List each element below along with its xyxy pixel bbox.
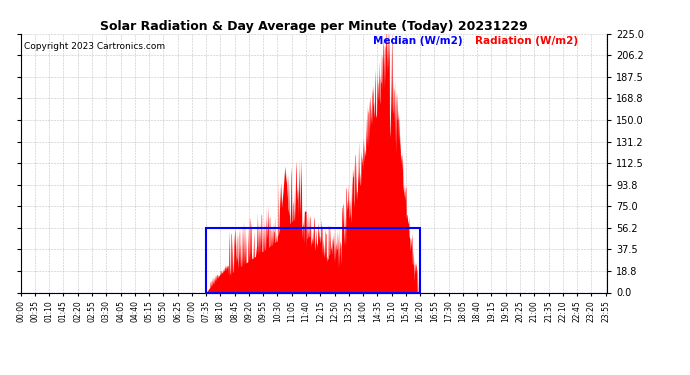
Text: Median (W/m2): Median (W/m2)	[373, 36, 462, 46]
Bar	[206, 228, 420, 292]
Text: Radiation (W/m2): Radiation (W/m2)	[475, 36, 578, 46]
Text: Copyright 2023 Cartronics.com: Copyright 2023 Cartronics.com	[23, 42, 165, 51]
Title: Solar Radiation & Day Average per Minute (Today) 20231229: Solar Radiation & Day Average per Minute…	[100, 20, 528, 33]
